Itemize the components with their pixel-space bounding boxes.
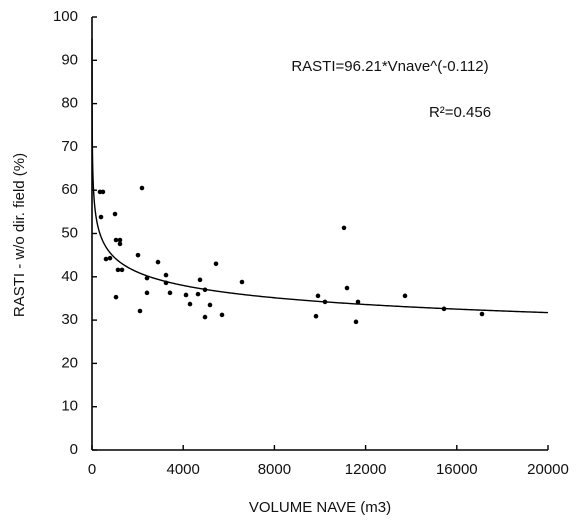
r-squared: R²=0.456: [429, 104, 491, 121]
point: [355, 299, 361, 305]
point: [239, 279, 245, 285]
point: [137, 308, 143, 314]
y-tick-label: 90: [61, 51, 78, 68]
point: [107, 255, 113, 261]
y-tick-label: 0: [70, 441, 78, 458]
x-tick-label: 8000: [258, 461, 291, 478]
point: [202, 287, 208, 293]
point: [103, 256, 109, 262]
point: [155, 259, 161, 265]
point: [163, 280, 169, 286]
point: [163, 272, 169, 278]
equation: RASTI=96.21*Vnave^(-0.112): [291, 58, 488, 75]
point: [441, 306, 447, 312]
x-tick-label: 16000: [436, 461, 478, 478]
point: [139, 185, 145, 191]
point: [119, 267, 125, 273]
y-tick-label: 20: [61, 354, 78, 371]
point: [322, 299, 328, 305]
point: [197, 277, 203, 283]
point: [117, 241, 123, 247]
point: [98, 214, 104, 220]
point: [313, 313, 319, 319]
point: [202, 314, 208, 320]
x-tick-label: 0: [88, 461, 96, 478]
point: [353, 319, 359, 325]
y-axis-label: RASTI - w/o dir. field (%): [11, 153, 28, 317]
fit-curve: [91, 38, 549, 314]
point: [167, 290, 173, 296]
point: [315, 293, 321, 299]
x-tick-label: 20000: [527, 461, 569, 478]
point: [183, 292, 189, 298]
point: [112, 211, 118, 217]
point: [117, 237, 123, 243]
point: [144, 290, 150, 296]
x-axis-label: VOLUME NAVE (m3): [249, 499, 391, 516]
point: [144, 275, 150, 281]
point: [341, 225, 347, 231]
point: [113, 237, 119, 243]
point: [207, 302, 213, 308]
point: [213, 261, 219, 267]
point: [479, 311, 485, 317]
point: [100, 189, 106, 195]
y-tick-label: 70: [61, 138, 78, 155]
y-tick-label: 80: [61, 95, 78, 112]
x-tick-label: 12000: [345, 461, 387, 478]
point: [115, 267, 121, 273]
y-tick-label: 40: [61, 268, 78, 285]
point: [135, 252, 141, 258]
y-tick-label: 60: [61, 181, 78, 198]
point: [195, 291, 201, 297]
y-tick-label: 30: [61, 311, 78, 328]
point: [187, 301, 193, 307]
y-tick-label: 100: [53, 8, 78, 25]
y-tick-label: 10: [61, 398, 78, 415]
y-tick-label: 50: [61, 224, 78, 241]
point: [344, 285, 350, 291]
point: [219, 312, 225, 318]
point: [113, 294, 119, 300]
x-tick-label: 4000: [167, 461, 200, 478]
point: [402, 293, 408, 299]
